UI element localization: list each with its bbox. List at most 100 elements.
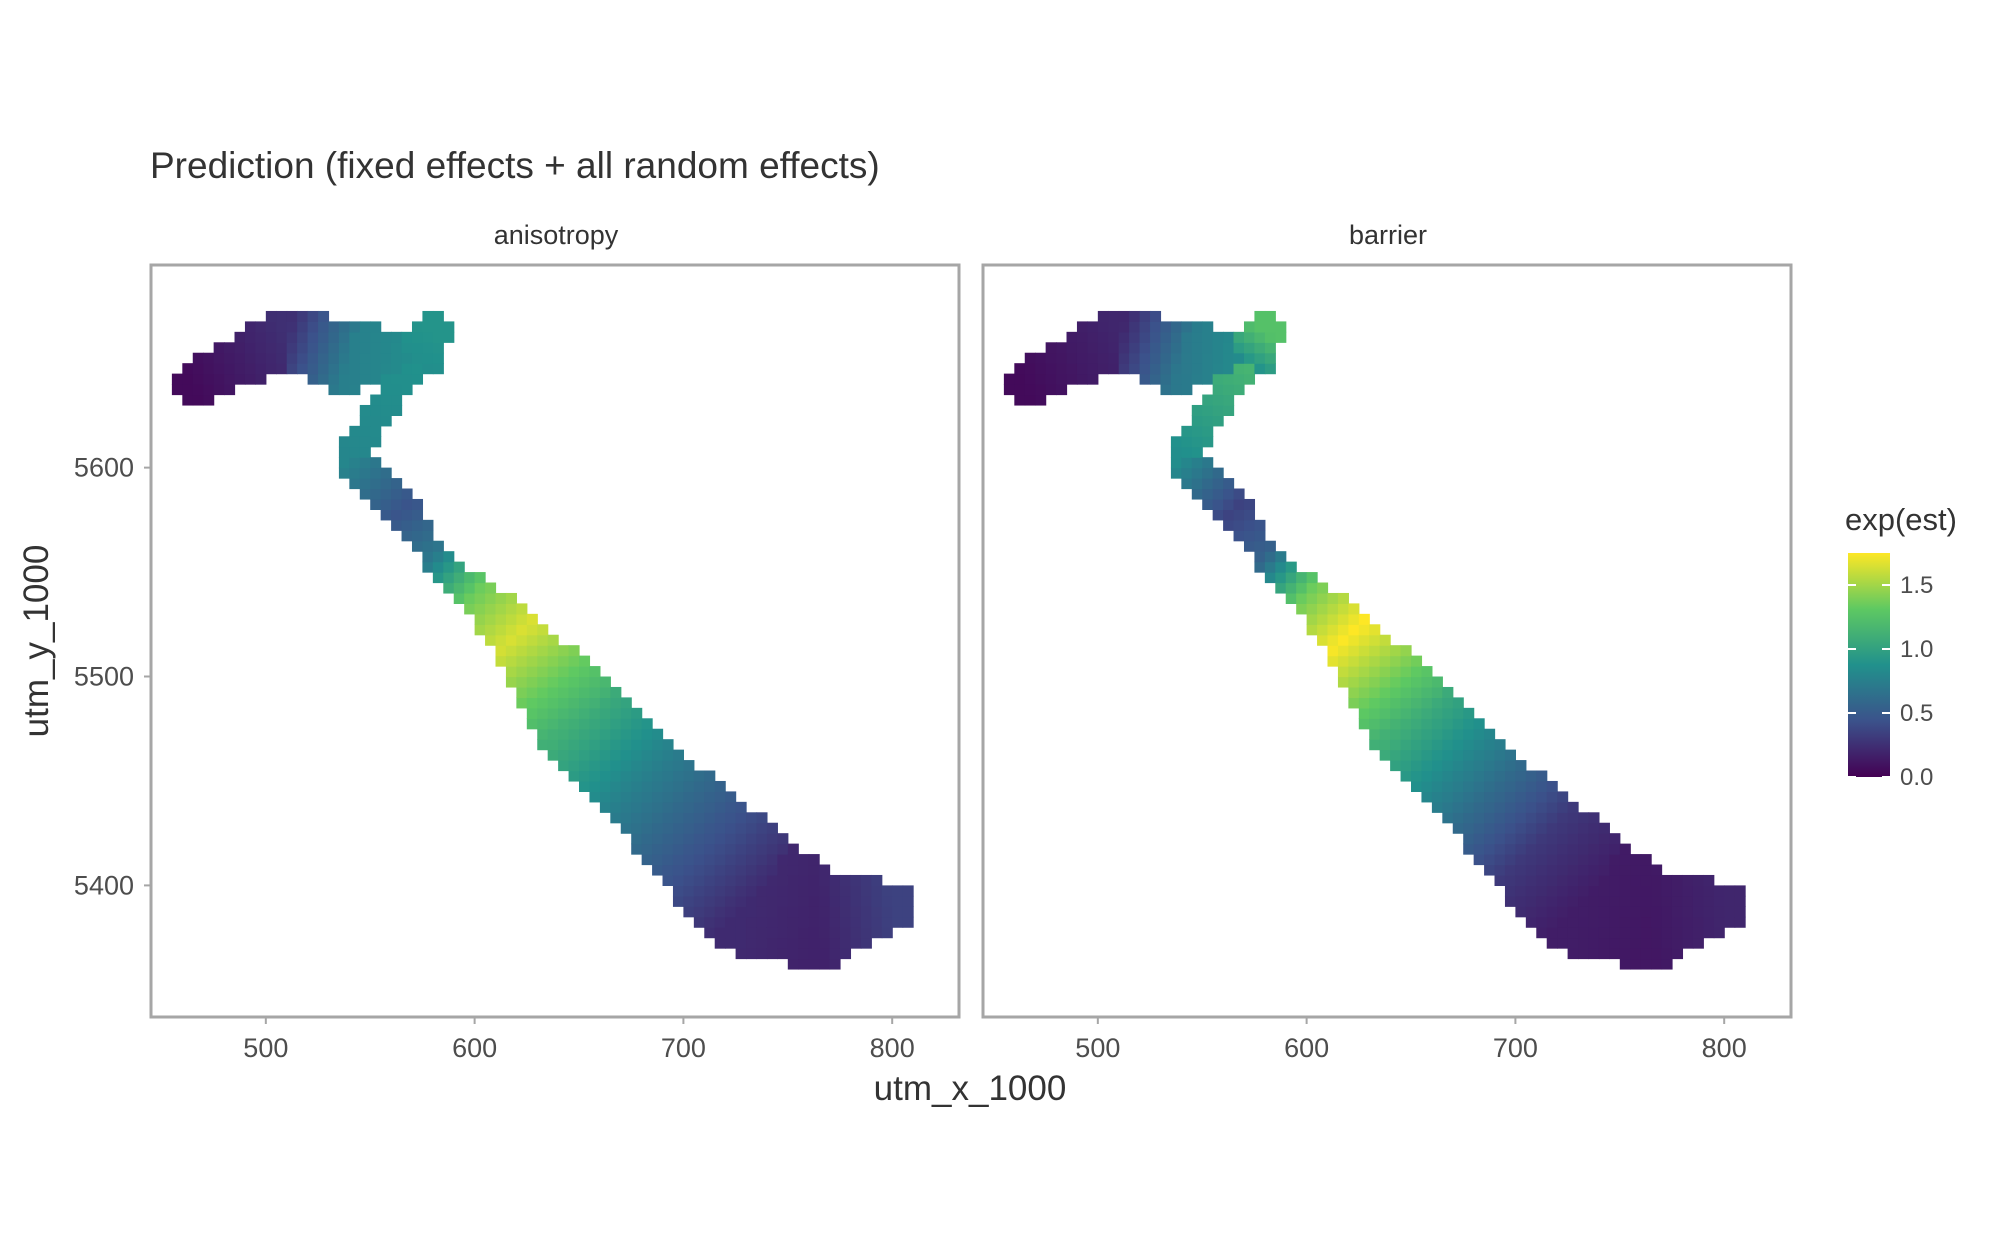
heatmap-cell xyxy=(1588,937,1600,949)
heatmap-cell xyxy=(1525,770,1537,782)
heatmap-cell xyxy=(1411,718,1423,730)
heatmap-cell xyxy=(568,707,580,719)
heatmap-cell xyxy=(1546,864,1558,876)
legend-tick-label: 1.5 xyxy=(1900,572,1933,599)
heatmap-cell xyxy=(1504,874,1516,886)
heatmap-cell xyxy=(1546,937,1558,949)
heatmap-cell xyxy=(902,916,914,928)
heatmap-cell xyxy=(526,707,538,719)
heatmap-cell xyxy=(672,822,684,834)
heatmap-cell xyxy=(1473,843,1485,855)
heatmap-cell xyxy=(1181,457,1193,469)
heatmap-cell xyxy=(1348,676,1360,688)
heatmap-cell xyxy=(1390,645,1402,657)
heatmap-cell xyxy=(1494,739,1506,751)
heatmap-cell xyxy=(1431,801,1443,813)
heatmap-cell xyxy=(1108,342,1120,354)
heatmap-cell xyxy=(579,728,591,740)
heatmap-cell xyxy=(1035,394,1047,406)
panel-frame-anisotropy xyxy=(149,263,961,1019)
heatmap-cell xyxy=(213,384,225,396)
heatmap-cell xyxy=(1202,352,1214,364)
heatmap-cell xyxy=(401,384,413,396)
heatmap-cell xyxy=(902,885,914,897)
heatmap-cell xyxy=(631,718,643,730)
heatmap-cell xyxy=(798,885,810,897)
heatmap-cell xyxy=(1076,352,1088,364)
heatmap-cell xyxy=(672,791,684,803)
heatmap-cell xyxy=(1223,509,1235,521)
heatmap-cell xyxy=(453,582,465,594)
heatmap-cell xyxy=(1202,425,1214,437)
heatmap-cell xyxy=(1598,906,1610,918)
heatmap-cell xyxy=(464,592,476,604)
heatmap-cell xyxy=(798,958,810,970)
heatmap-cell xyxy=(1411,666,1423,678)
heatmap-cell xyxy=(537,624,549,636)
heatmap-cell xyxy=(1223,373,1235,385)
heatmap-cell xyxy=(516,634,528,646)
heatmap-cell xyxy=(1473,749,1485,761)
heatmap-cell xyxy=(1327,645,1339,657)
heatmap-cell xyxy=(746,833,758,845)
heatmap-cell xyxy=(1525,801,1537,813)
heatmap-cell xyxy=(537,686,549,698)
heatmap-cell xyxy=(1254,530,1266,542)
heatmap-cell xyxy=(1494,812,1506,824)
heatmap-cell xyxy=(1275,572,1287,584)
heatmap-cell xyxy=(579,676,591,688)
heatmap-cell xyxy=(516,603,528,615)
panel-strip-anisotropy: anisotropy xyxy=(494,220,619,250)
heatmap-cell xyxy=(1254,519,1266,531)
heatmap-cell xyxy=(276,331,288,343)
heatmap-cell xyxy=(359,404,371,416)
heatmap-cell xyxy=(401,530,413,542)
heatmap-cell xyxy=(213,352,225,364)
heatmap-cell xyxy=(610,686,622,698)
heatmap-cell xyxy=(871,906,883,918)
heatmap-cell xyxy=(1682,895,1694,907)
heatmap-cell xyxy=(704,833,716,845)
heatmap-cell xyxy=(735,854,747,866)
heatmap-cell xyxy=(558,697,570,709)
heatmap-cell xyxy=(735,864,747,876)
heatmap-cell xyxy=(1191,404,1203,416)
heatmap-cell xyxy=(1118,321,1130,333)
heatmap-cell xyxy=(1212,509,1224,521)
heatmap-cell xyxy=(338,363,350,375)
heatmap-cell xyxy=(1108,331,1120,343)
heatmap-cell xyxy=(1713,916,1725,928)
heatmap-cell xyxy=(766,864,778,876)
heatmap-cell xyxy=(359,488,371,500)
heatmap-cell xyxy=(485,634,497,646)
heatmap-cell xyxy=(1484,854,1496,866)
heatmap-cell xyxy=(756,948,768,960)
heatmap-cell xyxy=(1317,613,1329,625)
heatmap-cell xyxy=(1515,833,1527,845)
heatmap-cell xyxy=(1348,655,1360,667)
heatmap-cell xyxy=(516,666,528,678)
heatmap-cell xyxy=(391,488,403,500)
heatmap-cell xyxy=(683,843,695,855)
heatmap-cell xyxy=(1296,592,1308,604)
heatmap-cell xyxy=(1170,321,1182,333)
heatmap-cell xyxy=(1557,791,1569,803)
heatmap-cell xyxy=(829,906,841,918)
heatmap-cell xyxy=(1661,916,1673,928)
heatmap-cell xyxy=(871,916,883,928)
heatmap-cell xyxy=(1525,780,1537,792)
heatmap-cell xyxy=(1400,676,1412,688)
heatmap-cell xyxy=(610,749,622,761)
heatmap-cell xyxy=(1348,645,1360,657)
heatmap-cell xyxy=(1243,373,1256,385)
heatmap-cell xyxy=(1463,812,1475,824)
heatmap-cell xyxy=(370,373,382,385)
heatmap-cell xyxy=(1609,937,1621,949)
heatmap-cell xyxy=(338,321,350,333)
heatmap-cell xyxy=(1212,488,1224,500)
heatmap-cells-anisotropy xyxy=(171,310,914,970)
heatmap-cell xyxy=(516,697,528,709)
heatmap-cell xyxy=(411,363,424,375)
heatmap-cell xyxy=(683,833,695,845)
panel-barrier xyxy=(981,263,1793,1019)
